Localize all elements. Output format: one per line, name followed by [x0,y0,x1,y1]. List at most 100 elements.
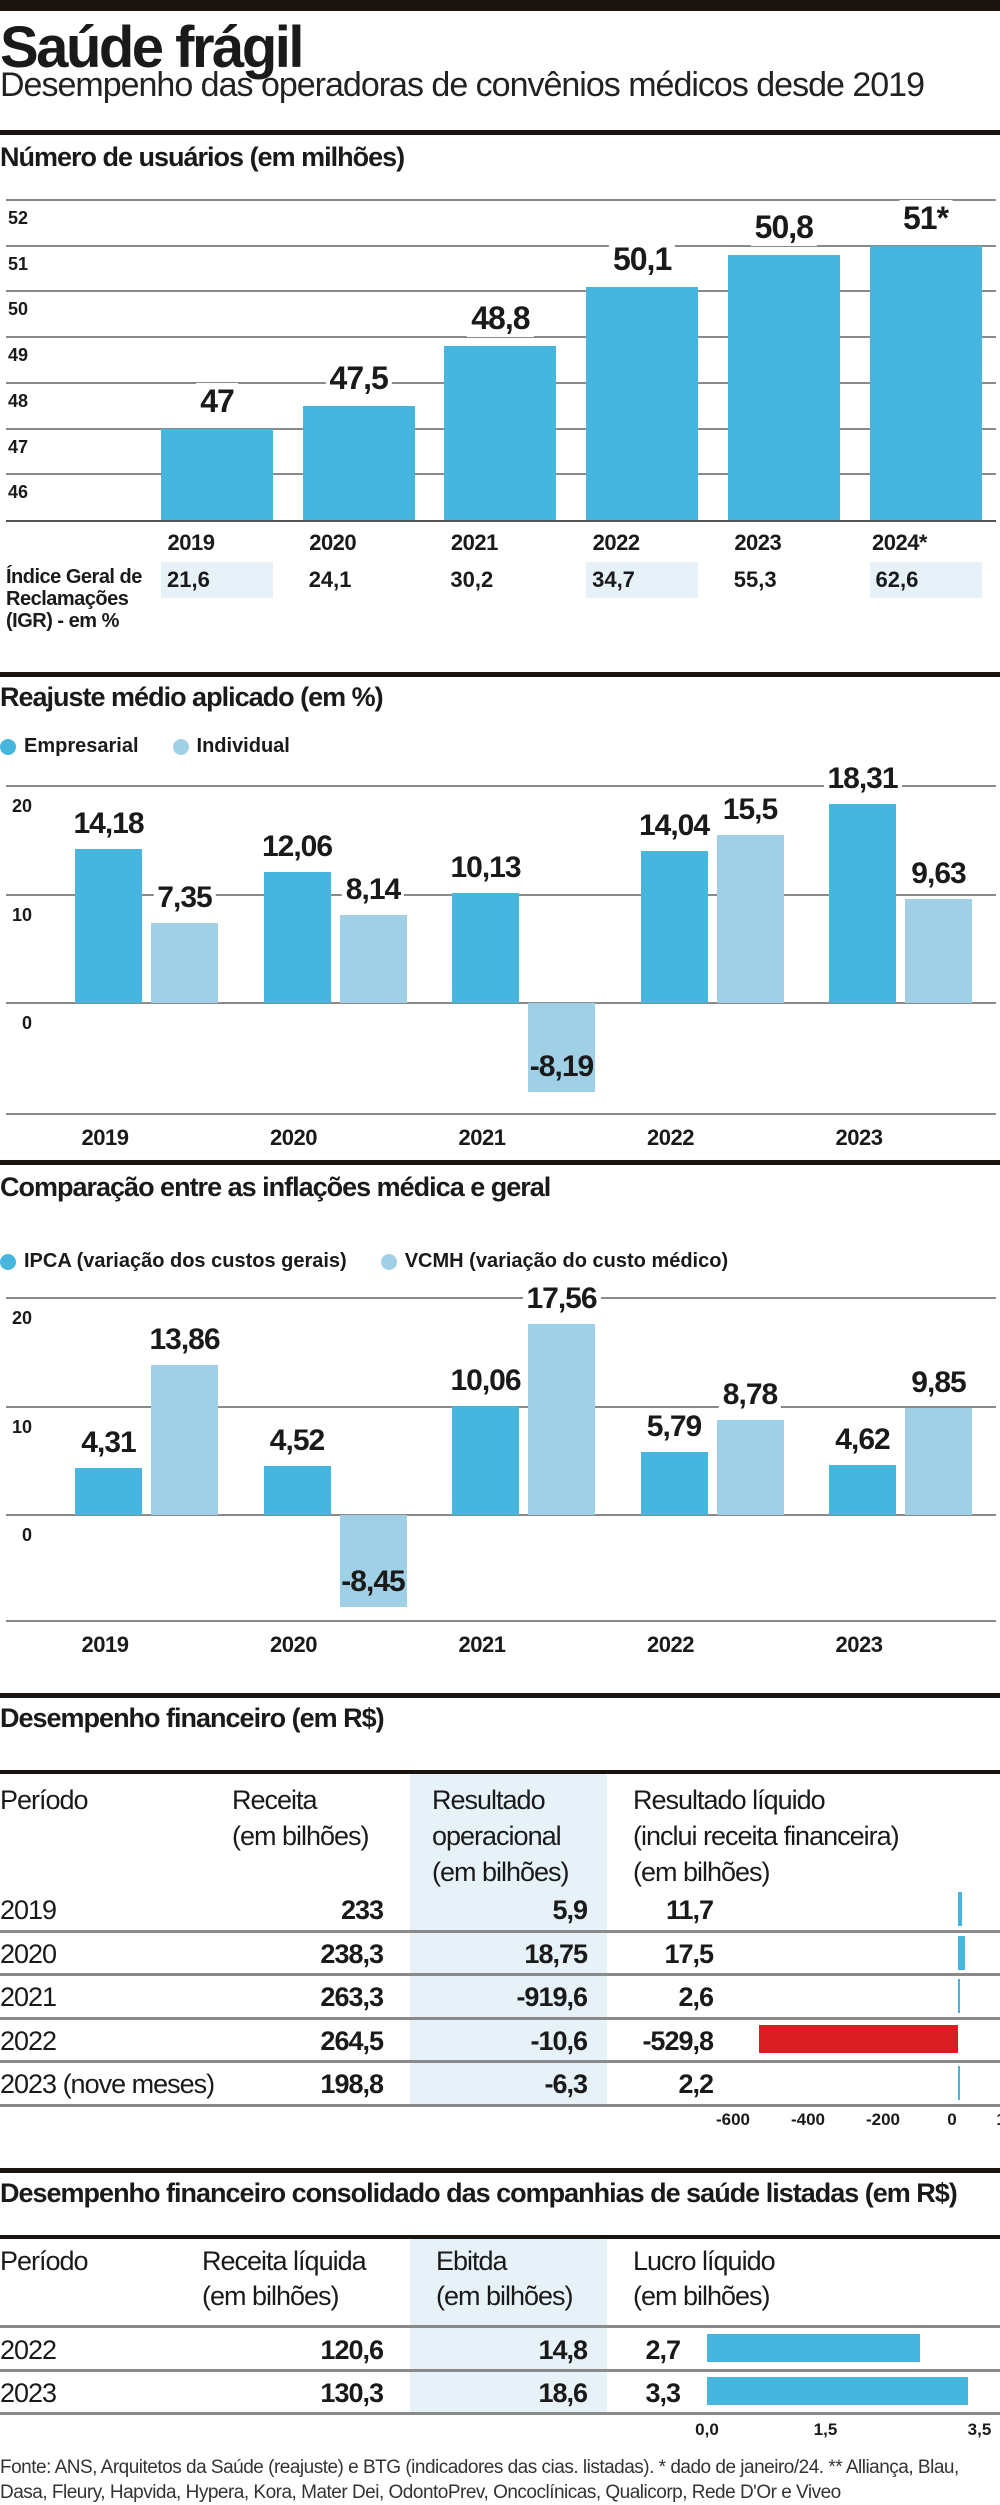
bar-axis-label: 1,5 [813,2420,838,2439]
x-tick-label: 2023 [835,1125,883,1150]
cell-receita: 263,3 [320,1982,384,2012]
section-divider [0,672,1000,677]
bar-secondary [905,1408,972,1515]
y-tick-label: 46 [8,482,29,503]
value-label: 14,18 [69,807,148,842]
value-label: 9,63 [907,856,970,891]
cell-operacional: -919,6 [516,1982,588,2012]
cell-periodo: 2023 (nove meses) [0,2069,215,2099]
bottom-line [6,1113,996,1115]
bar-secondary [339,1515,407,1607]
cell-liquido: 11,7 [665,1895,714,1925]
value-label: 17,56 [522,1282,601,1317]
bar-primary [75,849,142,1003]
bar-axis-label: -200 [865,2110,901,2129]
legend-inflacao: IPCA (variação dos custos gerais) VCMH (… [0,1250,728,1273]
value-label: 4,52 [265,1423,329,1458]
bar-secondary [716,1419,784,1515]
bar-primary [640,850,708,1003]
igr-value: 55,3 [733,567,777,592]
bar-primary [263,1465,331,1515]
igr-label-line: (IGR) - em % [6,610,119,632]
column-header: (em bilhões) [633,1857,771,1887]
value-label: 51* [898,199,953,237]
value-label: -8,45 [341,1564,405,1598]
cell-liquido: 2,6 [678,1982,714,2012]
value-label: 5,79 [642,1410,706,1445]
bar-primary [263,872,331,1003]
bar [727,254,840,520]
igr-value: 21,6 [167,567,210,592]
legend-label: Individual [196,735,290,757]
row-separator [0,2369,1000,2372]
liquido-bar [958,1979,960,2013]
cell-receita: 264,5 [320,2025,384,2056]
row-separator [0,2325,1000,2328]
gridline [6,785,996,787]
value-label: 8,78 [718,1377,782,1412]
bar-axis-label: -600 [715,2110,751,2129]
section-title-inflacao: Comparação entre as inflações médica e g… [0,1172,551,1202]
cell-periodo: 2019 [0,1895,57,1925]
y-tick-label: 47 [8,436,29,457]
igr-label-line: Índice Geral de [6,566,142,588]
y-tick-label: 10 [12,1416,33,1437]
value-label: 12,06 [257,830,337,865]
igr-value: 30,2 [450,567,494,592]
x-tick-label: 2019 [81,1125,129,1150]
row-separator [0,2060,1000,2063]
column-header: (em bilhões) [202,2281,340,2311]
value-label: 9,85 [907,1366,970,1401]
value-label: 7,35 [153,881,216,916]
row-separator [0,1929,1000,1933]
x-tick-label: 2021 [458,1125,506,1150]
column-header: (em bilhões) [436,2281,574,2311]
y-tick-label: 20 [12,1308,33,1328]
cell-liquido: 2,2 [678,2069,714,2099]
cell-lucro: 2,7 [645,2335,681,2365]
bar [302,405,415,520]
bar-primary [452,893,519,1003]
bar [586,286,699,520]
value-label: 13,86 [145,1322,224,1357]
bar-axis-label: 0 [947,2110,957,2129]
value-label: 4,31 [77,1426,140,1461]
x-tick-label: 2020 [270,1125,317,1150]
x-tick-label: 2023 [835,1632,883,1657]
table-top-rule [0,1770,1000,1774]
x-tick-label: 2022 [647,1632,694,1657]
gridline [6,244,996,247]
table-top-rule [0,2235,1000,2239]
x-tick-label: 2024* [871,530,928,555]
igr-value: 24,1 [308,567,352,592]
value-label: 4,62 [831,1422,894,1457]
lucro-bar [707,2377,968,2405]
legend-swatch-vcmh [380,1253,397,1270]
section-title-usuarios: Número de usuários (em milhões) [0,142,405,172]
baseline [6,520,996,522]
column-header: Receita líquida [202,2246,367,2276]
shaded-column [410,1770,607,2105]
bar-axis-label: 100 [996,2110,1000,2130]
bar-primary [829,1464,896,1515]
row-separator [0,2103,1000,2107]
cell-receita: 130,3 [320,2378,384,2408]
cell-operacional: -6,3 [544,2069,588,2099]
section-divider [0,130,1000,135]
bar-primary [452,1405,519,1515]
cell-liquido: 17,5 [664,1938,714,1969]
bar-primary [829,804,896,1003]
value-label: 14,04 [634,808,714,843]
bar-primary [640,1452,708,1515]
row-separator [0,2016,1000,2020]
y-tick-label: 52 [8,208,29,228]
bar [444,346,557,520]
shaded-column [410,2235,607,2412]
liquido-bar [958,2066,960,2100]
bar-axis-label: 0,0 [695,2420,719,2439]
value-label: -8,19 [529,1049,594,1083]
igr-value: 34,7 [592,567,635,592]
bar [161,428,273,520]
x-tick-label: 2021 [458,1632,506,1657]
legend-label: VCMH (variação do custo médico) [404,1250,729,1272]
